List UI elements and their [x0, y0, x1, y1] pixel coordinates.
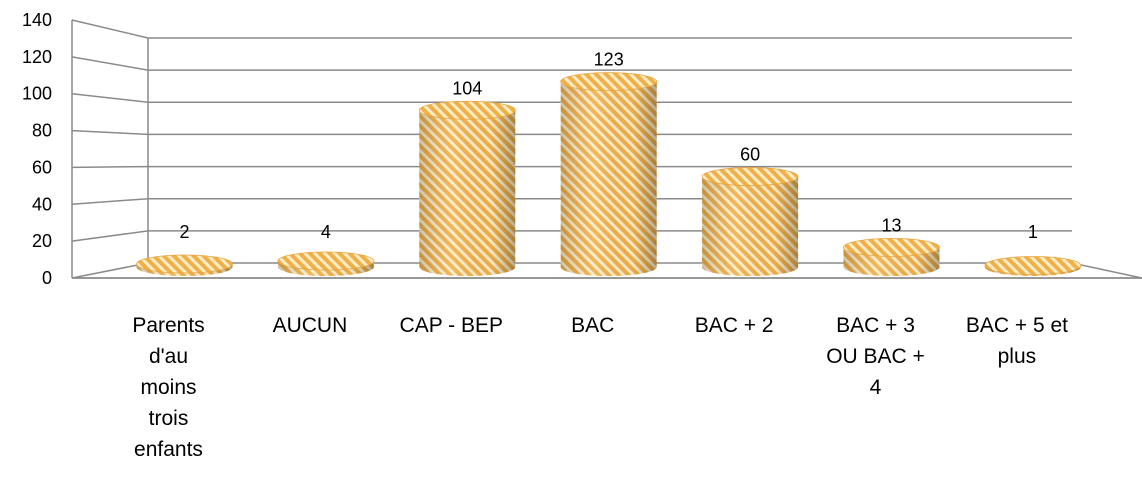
- y-tick-label: 40: [32, 194, 52, 214]
- bar: [418, 100, 516, 276]
- x-tick-label: BAC + 3 OU BAC +4: [826, 314, 925, 399]
- bar: [843, 238, 940, 276]
- bar-shading: [560, 81, 657, 276]
- gridline-diagonal: [71, 56, 149, 71]
- bars-layer: [136, 72, 1082, 276]
- y-tick-label: 20: [32, 231, 52, 251]
- bar: [136, 254, 233, 276]
- data-label: 4: [321, 222, 331, 242]
- data-label: 2: [179, 222, 189, 242]
- bar-top: [843, 238, 940, 257]
- x-tick-label: AUCUN: [273, 314, 348, 337]
- x-tick-label: BAC + 5 et plus: [966, 314, 1068, 368]
- x-tick-label: CAP - BEP: [400, 314, 503, 337]
- bar-top: [418, 100, 516, 120]
- y-tick-label: 80: [32, 121, 52, 141]
- bar-top: [277, 251, 375, 271]
- gridline-diagonal: [71, 197, 149, 206]
- bar-top: [136, 254, 233, 274]
- data-label: 104: [452, 78, 482, 98]
- data-label: 13: [881, 215, 901, 235]
- y-tick-label: 60: [32, 157, 52, 177]
- bar-shading: [419, 110, 516, 276]
- x-tick-label: BAC + 2: [695, 314, 774, 337]
- gridline-diagonal: [71, 165, 149, 169]
- bar: [984, 256, 1082, 276]
- y-axis: 0 20 40 60 80 100 120 140: [22, 10, 52, 288]
- y-tick-label: 120: [22, 47, 52, 67]
- x-tick-label: Parents d'au moins trois enfants: [132, 314, 204, 461]
- data-label: 1: [1028, 222, 1038, 242]
- bar: [701, 167, 799, 276]
- y-tick-label: 140: [22, 10, 52, 30]
- bar: [277, 251, 375, 276]
- gridline-diagonal: [71, 19, 149, 39]
- data-labels-layer: 2 4 104 123 60 13 1: [179, 50, 1037, 242]
- gridline-diagonal: [71, 92, 149, 104]
- data-label: 60: [740, 145, 760, 165]
- y-tick-label: 0: [42, 268, 52, 288]
- x-tick-label: BAC: [571, 314, 614, 337]
- bar: [560, 72, 658, 276]
- data-label: 123: [594, 50, 624, 70]
- category-labels-layer: Parents d'au moins trois enfants AUCUN CAP - B…: [132, 314, 1068, 461]
- bar-shading: [702, 176, 799, 276]
- bar-top: [701, 167, 799, 186]
- gridline-diagonal: [71, 230, 149, 242]
- bar-top: [560, 72, 658, 92]
- y-tick-label: 100: [22, 84, 52, 104]
- bar-top: [984, 256, 1082, 275]
- gridline-diagonal: [71, 129, 149, 136]
